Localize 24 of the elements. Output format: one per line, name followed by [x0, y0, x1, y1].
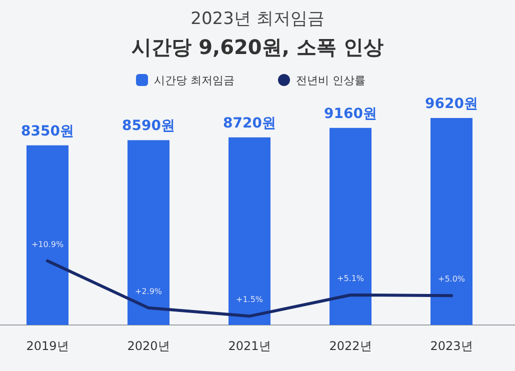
data-label: +2.9% [134, 286, 162, 296]
data-label: +5.1% [336, 274, 364, 283]
data-label: +10.9% [31, 240, 64, 249]
x-tick-label: 2022년 [329, 339, 372, 353]
data-label: 8590원 [122, 118, 175, 134]
chart-subtitle: 시간당 9,620원, 소폭 인상 [132, 35, 384, 59]
x-tick-label: 2021년 [228, 339, 271, 353]
bar [330, 128, 372, 325]
legend-label: 전년비 인상률 [296, 74, 366, 87]
legend-label: 시간당 최저임금 [154, 74, 234, 87]
bar [228, 137, 270, 325]
bar [128, 140, 170, 325]
x-tick-label: 2019년 [26, 339, 69, 353]
data-label: +1.5% [236, 295, 264, 304]
data-label: 8720원 [223, 115, 276, 132]
x-tick-label: 2023년 [430, 339, 473, 353]
data-label: +5.0% [438, 274, 466, 284]
data-label: 9160원 [324, 106, 377, 122]
bar [26, 145, 68, 325]
chart-title: 2023년 최저임금 [190, 9, 324, 29]
data-label: 9620원 [425, 96, 478, 112]
bar [430, 118, 472, 325]
x-tick-label: 2020년 [127, 339, 170, 353]
data-label: 8350원 [21, 123, 74, 140]
